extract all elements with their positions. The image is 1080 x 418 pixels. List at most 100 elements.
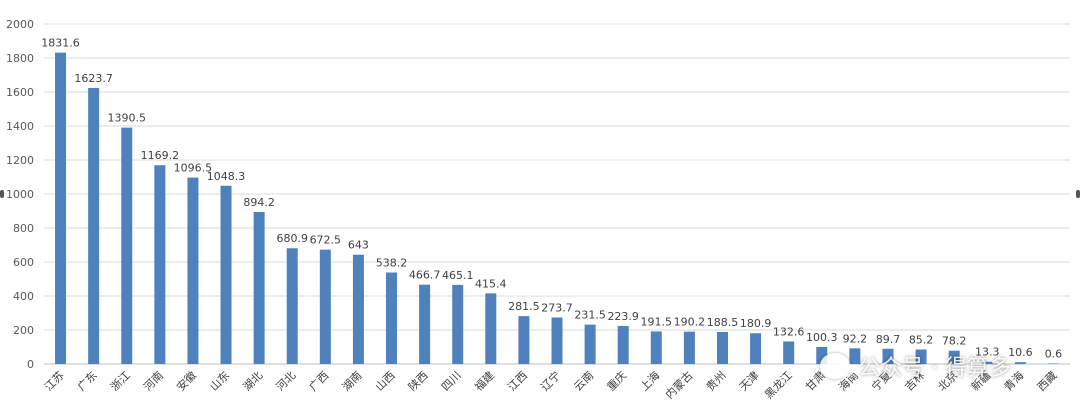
bar-5 xyxy=(187,177,199,364)
bar-21 xyxy=(716,331,728,364)
x-tick-labels: 江苏 广东 浙江 河南 安徽 山东 湖北 河北 广西 湖南 山西 陕西 四川 福建 江西 辽宁 云南 重庆 上海 内蒙… xyxy=(42,368,1060,401)
bar-24 xyxy=(816,346,828,364)
bar-31 xyxy=(1047,363,1059,364)
bar-10 xyxy=(352,254,364,364)
x-tick-label: 内蒙古 xyxy=(662,368,695,401)
x-tick-label: 湖北 xyxy=(241,369,266,394)
x-tick-label: 黑龙江 xyxy=(762,369,795,402)
bar-16 xyxy=(551,317,563,364)
data-label: 188.5 xyxy=(707,316,739,329)
bar-3 xyxy=(121,127,133,365)
bar-22 xyxy=(750,333,762,364)
right-edge-marker xyxy=(1076,190,1080,198)
y-tick-label: 400 xyxy=(13,290,34,303)
data-label: 89.7 xyxy=(876,333,901,346)
bar-12 xyxy=(419,284,431,364)
bar-29 xyxy=(981,361,993,364)
data-label: 894.2 xyxy=(243,196,275,209)
x-tick-label: 河南 xyxy=(141,369,166,394)
x-tick-label: 贵州 xyxy=(704,369,729,394)
x-tick-label: 吉林 xyxy=(902,368,927,393)
data-label: 13.3 xyxy=(975,346,1000,359)
data-label: 0.6 xyxy=(1045,348,1063,361)
x-tick-label: 新疆 xyxy=(968,368,993,393)
y-tick-label: 1800 xyxy=(6,52,34,65)
data-label: 273.7 xyxy=(541,301,573,314)
data-label: 643 xyxy=(348,239,369,252)
bar-23 xyxy=(783,341,795,364)
bar-17 xyxy=(584,324,596,364)
x-tick-label: 北京 xyxy=(935,368,960,393)
y-tick-label: 1000 xyxy=(6,188,34,201)
bar-15 xyxy=(518,316,530,364)
x-tick-label: 西藏 xyxy=(1035,369,1060,394)
data-label: 191.5 xyxy=(641,315,673,328)
x-tick-label: 云南 xyxy=(571,369,596,394)
y-tick-label: 0 xyxy=(27,358,34,371)
data-label: 1831.6 xyxy=(41,37,80,50)
bar-8 xyxy=(286,248,298,364)
x-tick-label: 福建 xyxy=(471,368,496,393)
data-label: 465.1 xyxy=(442,269,474,282)
y-tick-label: 2000 xyxy=(6,18,34,31)
left-edge-marker xyxy=(0,190,4,198)
x-tick-label: 重庆 xyxy=(604,368,629,393)
data-label: 78.2 xyxy=(942,335,967,348)
bar-18 xyxy=(617,325,629,364)
x-tick-label: 上海 xyxy=(637,368,662,393)
x-tick-label: 宁夏 xyxy=(869,368,894,393)
bar-6 xyxy=(220,185,232,364)
data-label: 672.5 xyxy=(310,234,342,247)
x-tick-label: 江西 xyxy=(505,369,530,394)
data-label: 1623.7 xyxy=(74,72,113,85)
x-tick-label: 海南 xyxy=(836,368,861,393)
data-label: 190.2 xyxy=(674,316,706,329)
bar-27 xyxy=(915,349,927,364)
x-tick-label: 青海 xyxy=(1001,368,1026,393)
bar-4 xyxy=(154,165,166,364)
data-label: 1169.2 xyxy=(141,149,180,162)
x-tick-label: 辽宁 xyxy=(538,368,563,393)
x-tick-label: 甘肃 xyxy=(803,369,828,394)
bar-20 xyxy=(683,331,695,364)
y-tick-label: 200 xyxy=(13,324,34,337)
data-label: 85.2 xyxy=(909,334,934,347)
x-tick-label: 河北 xyxy=(274,369,299,394)
data-label: 1048.3 xyxy=(207,170,246,183)
data-label: 1096.5 xyxy=(174,162,213,175)
x-tick-label: 浙江 xyxy=(108,369,133,394)
bar-9 xyxy=(319,249,331,364)
data-label: 466.7 xyxy=(409,269,441,282)
bar-19 xyxy=(650,331,662,364)
data-label: 415.4 xyxy=(475,277,507,290)
x-tick-label: 广东 xyxy=(75,369,100,394)
y-tick-label: 1400 xyxy=(6,120,34,133)
bar-26 xyxy=(882,348,894,364)
x-tick-label: 广西 xyxy=(307,369,332,394)
bars xyxy=(55,52,1059,365)
y-tick-label: 1200 xyxy=(6,154,34,167)
gridlines xyxy=(44,23,1070,331)
bar-14 xyxy=(485,293,497,364)
data-label: 231.5 xyxy=(574,309,606,322)
data-label: 180.9 xyxy=(740,317,772,330)
data-label: 132.6 xyxy=(773,325,805,338)
x-tick-label: 陕西 xyxy=(405,368,430,393)
bar-25 xyxy=(849,348,861,364)
bar-11 xyxy=(386,272,398,364)
bar-7 xyxy=(253,211,265,364)
data-label: 100.3 xyxy=(806,331,838,344)
data-label: 281.5 xyxy=(508,300,540,313)
x-tick-label: 江苏 xyxy=(42,369,67,394)
data-label: 538.2 xyxy=(376,257,408,270)
bar-28 xyxy=(948,350,960,364)
x-tick-label: 四川 xyxy=(439,369,464,394)
bar-13 xyxy=(452,284,464,364)
data-label: 10.6 xyxy=(1008,346,1033,359)
y-tick-label: 600 xyxy=(13,256,34,269)
bar-1 xyxy=(55,52,67,365)
x-tick-label: 山西 xyxy=(373,369,398,394)
